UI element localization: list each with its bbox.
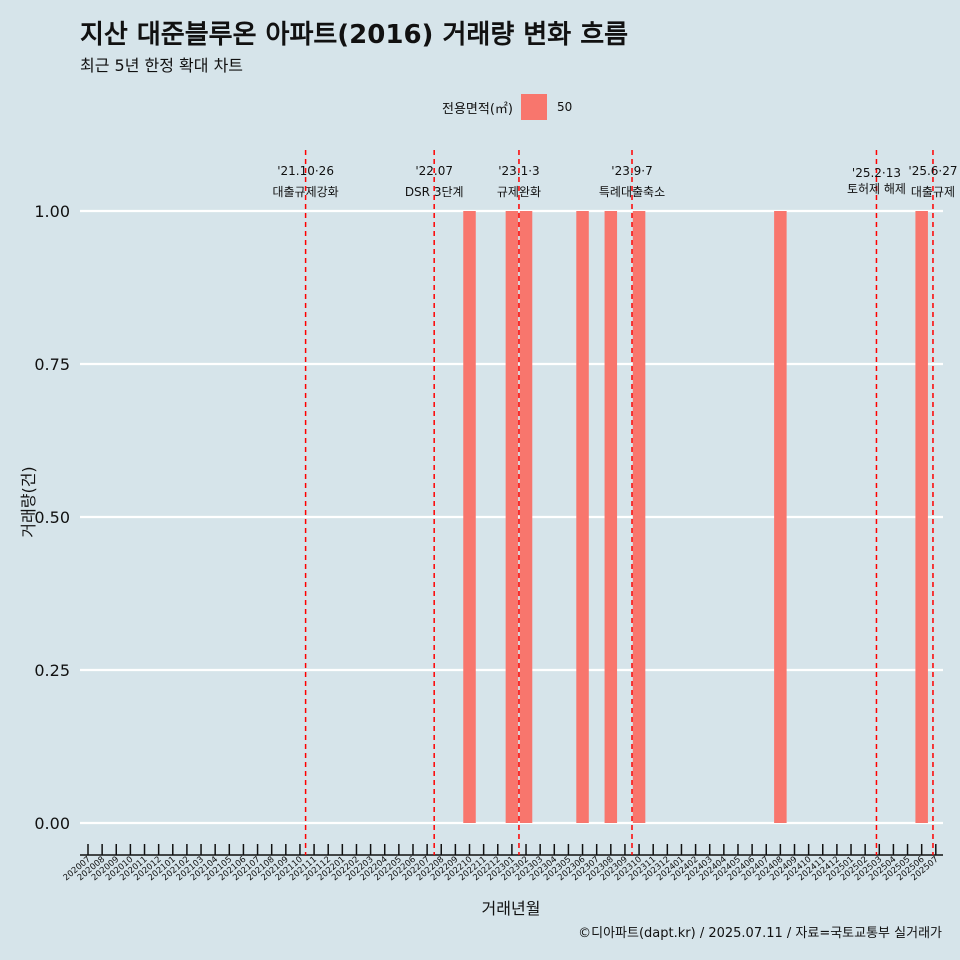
bar — [604, 211, 618, 823]
bar — [505, 211, 519, 823]
bar — [519, 211, 533, 823]
event-label: 특례대출축소 — [599, 185, 665, 199]
legend: 전용면적(㎡) 50 — [442, 93, 572, 121]
event-label: 대출규제 — [911, 185, 955, 199]
source-caption: ©디아파트(dapt.kr) / 2025.07.11 / 자료=국토교통부 실… — [578, 926, 942, 941]
y-tick-label: 0.50 — [34, 508, 70, 527]
x-axis-title: 거래년월 — [482, 899, 541, 918]
y-axis-title: 거래량(건) — [19, 466, 38, 537]
bar — [632, 211, 646, 823]
y-tick-label: 0.75 — [34, 355, 70, 374]
y-tick-label: 0.25 — [34, 661, 70, 680]
event-date: '23.9·7 — [611, 164, 652, 178]
event-label: 규제완화 — [497, 185, 541, 199]
bar — [463, 211, 476, 823]
legend-swatch — [520, 94, 547, 120]
bar — [576, 211, 589, 823]
chart-title: 지산 대준블루온 아파트(2016) 거래량 변화 흐름 — [80, 20, 629, 50]
bar — [915, 211, 928, 823]
event-label: DSR 3단계 — [405, 185, 464, 199]
chart-subtitle: 최근 5년 한정 확대 차트 — [80, 56, 244, 75]
event-label: 대출규제강화 — [272, 185, 338, 199]
y-tick-label: 1.00 — [34, 202, 70, 221]
event-label: 토허제 해제 — [847, 182, 906, 196]
y-tick-label: 0.00 — [34, 814, 70, 833]
event-date: '22.07 — [415, 164, 453, 178]
bar — [774, 211, 787, 823]
event-date: '23.1·3 — [498, 164, 539, 178]
event-date: '21.10·26 — [277, 164, 334, 178]
event-date: '25.2·13 — [852, 166, 901, 180]
event-date: '25.6·27 — [908, 164, 957, 178]
legend-title: 전용면적(㎡) — [442, 101, 513, 117]
legend-label: 50 — [556, 100, 573, 114]
